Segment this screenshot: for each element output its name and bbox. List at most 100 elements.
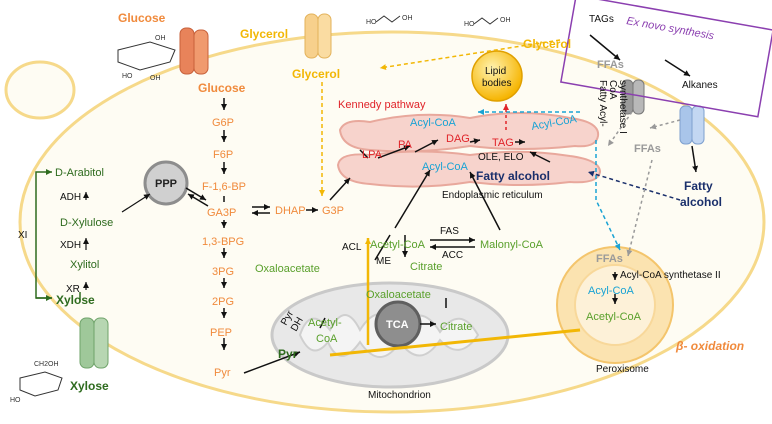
ppp-label: PPP <box>155 178 177 190</box>
cytosol-citrate: Citrate <box>410 261 442 273</box>
me-label: ME <box>376 256 391 267</box>
malonyl-coa-label: Malonyl-CoA <box>480 239 544 251</box>
svg-text:OH: OH <box>150 75 161 82</box>
glycolysis-3pg: 3PG <box>212 266 234 278</box>
ffas-right-label: FFAs <box>634 143 661 155</box>
arabitol-label: D-Arabitol <box>55 167 104 179</box>
glycerol-structure-icon: HO OH <box>366 15 413 26</box>
er-label: Endoplasmic reticulum <box>442 190 543 201</box>
glycolysis-f6p: F6P <box>213 149 233 161</box>
perox-ffas: FFAs <box>596 253 623 265</box>
tca-label: TCA <box>386 319 409 331</box>
tags-label: TAGs <box>589 14 614 25</box>
svg-text:HO: HO <box>464 21 475 28</box>
glycolysis-2pg: 2PG <box>212 296 234 308</box>
beta-oxidation-label: β- oxidation <box>675 339 744 353</box>
facs1-line3: synthetase I <box>617 80 628 134</box>
xi-label: XI <box>18 230 27 241</box>
acc-label: ACC <box>442 250 463 261</box>
xylitol-label: Xylitol <box>70 259 99 271</box>
xylose-path-arrows <box>83 192 151 290</box>
acl-label: ACL <box>342 242 362 253</box>
ex-novo-label: Ex novo synthesis <box>625 15 715 42</box>
ffa-arrows <box>607 111 681 257</box>
svg-text:CH2OH: CH2OH <box>34 361 59 368</box>
svg-text:HO: HO <box>10 397 21 404</box>
perox-acyl-coa: Acyl-CoA <box>588 285 635 297</box>
dhap-label: DHAP <box>275 205 306 217</box>
er-fatty-alcohol: Fatty alcohol <box>476 169 550 183</box>
ffas-top-label: FFAs <box>597 59 624 71</box>
mito-acetyl-coa-2: CoA <box>316 333 338 345</box>
glycolysis-ga3p: GA3P <box>207 207 236 219</box>
xylose-transporter <box>79 317 109 369</box>
alkanes-label: Alkanes <box>682 80 718 91</box>
xr-label: XR <box>66 284 80 295</box>
er-acyl-coa-3: Acyl-CoA <box>422 161 469 173</box>
svg-text:OH: OH <box>402 15 413 22</box>
cytosol-oxaloacetate: Oxaloacetate <box>255 263 320 275</box>
mito-oxaloacetate: Oxaloacetate <box>366 289 431 301</box>
glycerol-transporter <box>304 13 332 59</box>
perox-enzyme: Acyl-CoA synthetase II <box>620 270 721 281</box>
lpa-label: LPA <box>362 149 383 161</box>
endoplasmic-reticulum <box>336 112 602 188</box>
peroxisome <box>556 246 674 364</box>
lipid-bodies <box>471 50 523 102</box>
mito-citrate: Citrate <box>440 321 472 333</box>
alkane-transporter <box>679 105 705 145</box>
glycerol-arrows <box>319 39 561 196</box>
svg-text:OH: OH <box>155 35 166 42</box>
fatty-alcohol-out-1: Fatty <box>684 179 713 193</box>
xylose-path-label: Xylose <box>56 293 95 307</box>
lipid-bodies-line1: Lipid <box>485 66 506 77</box>
mito-acetyl-coa-1: Acetyl- <box>308 317 342 329</box>
perox-label: Peroxisome <box>596 364 649 375</box>
kennedy-label: Kennedy pathway <box>338 99 426 111</box>
glycerol-right-label: Glycerol <box>523 37 571 51</box>
mito-pyr: Pyr <box>278 347 298 361</box>
glucose-input-label: Glucose <box>118 11 166 25</box>
fatty-alcohol-arrow <box>587 170 681 201</box>
facs1-line1: Fatty Acyl- <box>597 80 608 127</box>
fas-label: FAS <box>440 226 459 237</box>
xylose-arrows <box>35 169 81 301</box>
pa-label: PA <box>398 139 413 151</box>
svg-text:OH: OH <box>500 17 511 24</box>
glucose-structure-icon: HO OH OH <box>117 35 176 82</box>
ole-elo-label: OLE, ELO <box>478 152 524 163</box>
cytosol-acetyl-coa: Acetyl-CoA <box>370 239 426 251</box>
xylose-input-label: Xylose <box>70 379 109 393</box>
glycolysis-13bpg: 1,3-BPG <box>202 236 244 248</box>
adh-label: ADH <box>60 192 81 203</box>
glucose-transporter <box>179 27 209 75</box>
acyl-coa-arrows <box>478 109 621 251</box>
dag-label: DAG <box>446 133 470 145</box>
xylose-structure-icon: CH2OH HO <box>10 361 63 404</box>
glycolysis-pyr: Pyr <box>214 367 231 379</box>
tag-label: TAG <box>492 137 514 149</box>
fatty-alcohol-out-2: alcohol <box>680 195 722 209</box>
svg-text:HO: HO <box>122 73 133 80</box>
er-acyl-coa-1: Acyl-CoA <box>410 117 457 129</box>
glycolysis-glucose: Glucose <box>198 81 246 95</box>
lipid-bodies-line2: bodies <box>482 78 511 89</box>
xylulose-label: D-Xylulose <box>60 217 113 229</box>
svg-text:HO: HO <box>366 19 377 26</box>
acetyl-shuttle-arrows <box>329 238 581 357</box>
glycerol-input-label: Glycerol <box>240 27 288 41</box>
glycerol-structure-icon-2: HO OH <box>464 17 511 28</box>
glycerol-inner-label: Glycerol <box>292 67 340 81</box>
mito-label: Mitochondrion <box>368 390 431 401</box>
glycolysis-g6p: G6P <box>212 117 234 129</box>
ppp-node <box>143 160 189 206</box>
glycolysis-pep: PEP <box>210 327 232 339</box>
ex-novo-box <box>560 0 772 118</box>
xdh-label: XDH <box>60 240 81 251</box>
glycolysis-f16bp: F-1,6-BP <box>202 181 246 193</box>
glycolysis-arrows <box>185 34 699 374</box>
g3p-label: G3P <box>322 205 344 217</box>
perox-acetyl-coa: Acetyl-CoA <box>586 311 642 323</box>
